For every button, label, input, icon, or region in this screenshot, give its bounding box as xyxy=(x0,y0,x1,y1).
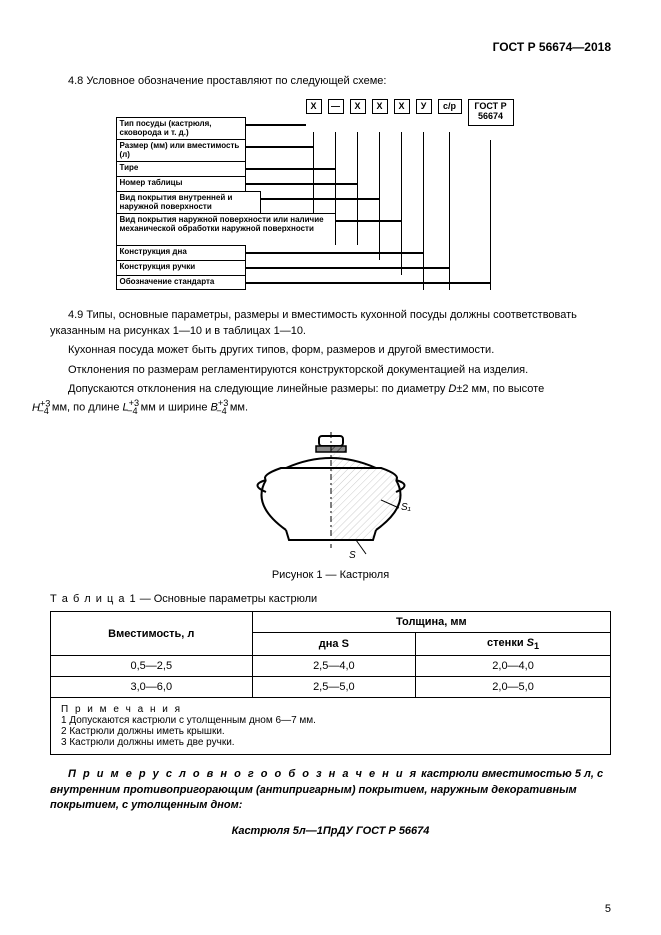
sec-4-9-p3: Отклонения по размерам регламентируются … xyxy=(50,363,611,378)
table-row: 3,0—6,0 2,5—5,0 2,0—5,0 xyxy=(51,677,611,698)
row-type: Тип посуды (кастрюля, сковорода и т. д.) xyxy=(116,117,546,139)
example-lead: П р и м е р у с л о в н о г о о б о з н … xyxy=(68,768,418,780)
table-header-row-1: Вместимость, л Толщина, мм xyxy=(51,612,611,633)
cell: 2,0—4,0 xyxy=(416,656,611,677)
row-coating-outer: Вид покрытия наружной поверхности или на… xyxy=(116,213,546,245)
col2b-a: стенки xyxy=(487,637,527,649)
figure-1: S₁ S xyxy=(50,430,611,563)
t1-title-b: — Основные параметры кастрюли xyxy=(137,593,318,605)
table-1-title: Т а б л и ц а 1 — Основные параметры кас… xyxy=(50,593,611,605)
notes-heading: П р и м е ч а н и я xyxy=(61,704,600,715)
note-2: 2 Кастрюли должны иметь крышки. xyxy=(61,726,600,737)
designation-scheme: X — X X X У с/р ГОСТ Р 56674 Тип посуды … xyxy=(116,99,546,290)
row-handle: Конструкция ручки xyxy=(116,260,546,275)
page-number: 5 xyxy=(605,903,611,915)
label-tableno: Номер таблицы xyxy=(116,176,246,191)
scheme-rows: Тип посуды (кастрюля, сковорода и т. д.)… xyxy=(116,117,546,290)
cell: 2,5—4,0 xyxy=(252,656,416,677)
label-coating-both: Вид покрытия внутренней и наружной повер… xyxy=(116,191,261,213)
col2b-c: 1 xyxy=(534,641,539,651)
label-size: Размер (мм) или вместимость (л) xyxy=(116,139,246,161)
p4a: Допускаются отклонения на следующие лине… xyxy=(68,383,448,395)
table-notes-row: П р и м е ч а н и я 1 Допускаются кастрю… xyxy=(51,698,611,755)
p4b: мм, по длине xyxy=(52,402,123,414)
scheme-header-row: X — X X X У с/р ГОСТ Р 56674 xyxy=(116,99,546,117)
pot-icon: S₁ S xyxy=(231,430,431,560)
p4c: мм и ширине xyxy=(141,402,211,414)
page: ГОСТ Р 56674—2018 4.8 Условное обозначен… xyxy=(0,0,661,935)
placeholder-x2: X xyxy=(350,99,366,114)
figure-1-caption: Рисунок 1 — Кастрюля xyxy=(50,569,611,581)
col-bottom-s: дна S xyxy=(252,633,416,656)
placeholder-dash: — xyxy=(328,99,344,114)
notes-cell: П р и м е ч а н и я 1 Допускаются кастрю… xyxy=(51,698,611,755)
example-designation: Кастрюля 5л—1ПрДУ ГОСТ Р 56674 xyxy=(50,825,611,837)
label-dash: Тире xyxy=(116,161,246,176)
label-handle: Конструкция ручки xyxy=(116,260,246,275)
svg-text:S₁: S₁ xyxy=(401,502,411,513)
row-tableno: Номер таблицы xyxy=(116,176,546,191)
t1-title-a: Т а б л и ц а 1 xyxy=(50,593,137,605)
placeholder-sr: с/р xyxy=(438,99,462,114)
placeholder-x1: X xyxy=(306,99,322,114)
col-capacity: Вместимость, л xyxy=(51,612,253,656)
cell: 3,0—6,0 xyxy=(51,677,253,698)
label-bottom: Конструкция дна xyxy=(116,245,246,260)
row-dash: Тире xyxy=(116,161,546,176)
row-bottom: Конструкция дна xyxy=(116,245,546,260)
row-size: Размер (мм) или вместимость (л) xyxy=(116,139,546,161)
note-1: 1 Допускаются кастрюли с утолщенным дном… xyxy=(61,715,600,726)
Dtol: ±2 мм, по высоте xyxy=(456,383,544,395)
table-1: Вместимость, л Толщина, мм дна S стенки … xyxy=(50,611,611,755)
col2a: дна S xyxy=(319,638,349,650)
sec-4-9-p1: 4.9 Типы, основные параметры, размеры и … xyxy=(50,308,611,339)
label-coating-outer: Вид покрытия наружной поверхности или на… xyxy=(116,213,336,245)
col-thickness: Толщина, мм xyxy=(252,612,610,633)
col2b-b: S xyxy=(527,637,534,649)
placeholder-x3: X xyxy=(372,99,388,114)
row-standard: Обозначение стандарта xyxy=(116,275,546,290)
svg-text:S: S xyxy=(349,550,356,560)
placeholder-y: У xyxy=(416,99,432,114)
label-type: Тип посуды (кастрюля, сковорода и т. д.) xyxy=(116,117,246,139)
cell: 2,0—5,0 xyxy=(416,677,611,698)
p4d: мм. xyxy=(230,402,248,414)
note-3: 3 Кастрюли должны иметь две ручки. xyxy=(61,737,600,748)
col-wall-s1: стенки S1 xyxy=(416,633,611,656)
sec-4-9-p4: Допускаются отклонения на следующие лине… xyxy=(50,382,611,418)
label-standard: Обозначение стандарта xyxy=(116,275,246,290)
example-para: П р и м е р у с л о в н о г о о б о з н … xyxy=(50,767,611,813)
placeholder-x4: X xyxy=(394,99,410,114)
sec-4-9-p2: Кухонная посуда может быть других типов,… xyxy=(50,343,611,358)
cell: 2,5—5,0 xyxy=(252,677,416,698)
row-coating-both: Вид покрытия внутренней и наружной повер… xyxy=(116,191,546,213)
cell: 0,5—2,5 xyxy=(51,656,253,677)
sec-4-8: 4.8 Условное обозначение проставляют по … xyxy=(50,74,611,89)
gost-top: ГОСТ Р xyxy=(474,101,506,111)
table-row: 0,5—2,5 2,5—4,0 2,0—4,0 xyxy=(51,656,611,677)
standard-header: ГОСТ Р 56674—2018 xyxy=(50,40,611,54)
